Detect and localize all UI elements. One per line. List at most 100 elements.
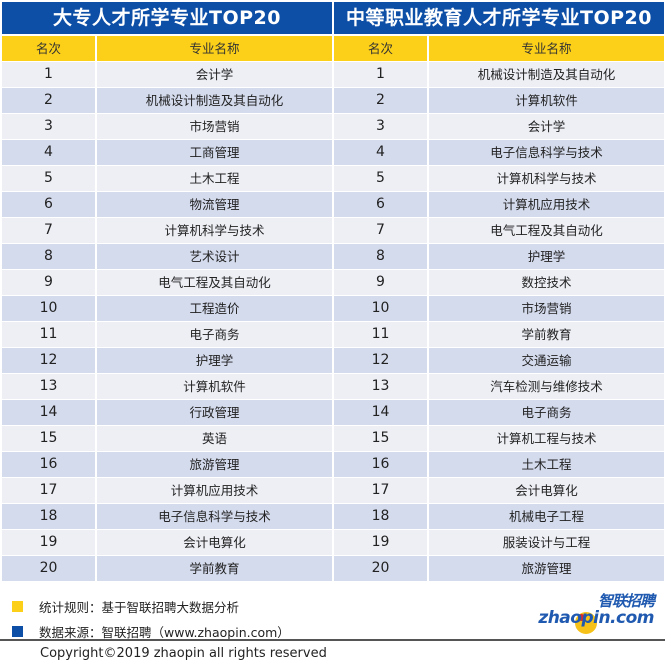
legend-item-rule: 统计规则：基于智联招聘大数据分析 bbox=[12, 597, 239, 616]
rank-cell: 1 bbox=[2, 62, 95, 87]
legend-text: 统计规则：基于智联招聘大数据分析 bbox=[39, 600, 240, 615]
table-row: 19 会计电算化 bbox=[2, 530, 332, 555]
rank-cell: 13 bbox=[334, 374, 427, 399]
major-cell: 旅游管理 bbox=[97, 452, 332, 477]
table-row: 19 服装设计与工程 bbox=[334, 530, 664, 555]
copyright-text: Copyright©2019 zhaopin all rights reserv… bbox=[40, 646, 327, 661]
rank-cell: 4 bbox=[2, 140, 95, 165]
table-row: 20 旅游管理 bbox=[334, 556, 664, 581]
rank-cell: 8 bbox=[334, 244, 427, 269]
right-table-title: 中等职业教育人才所学专业TOP20 bbox=[334, 2, 664, 34]
major-cell: 机械设计制造及其自动化 bbox=[97, 88, 332, 113]
major-cell: 学前教育 bbox=[429, 322, 664, 347]
table-row: 2 计算机软件 bbox=[334, 88, 664, 113]
table-row: 20 学前教育 bbox=[2, 556, 332, 581]
rank-cell: 17 bbox=[334, 478, 427, 503]
major-cell: 护理学 bbox=[97, 348, 332, 373]
table-row: 13 汽车检测与维修技术 bbox=[334, 374, 664, 399]
major-cell: 机械电子工程 bbox=[429, 504, 664, 529]
yellow-square-icon bbox=[12, 601, 23, 612]
left-table-header-row: 名次 专业名称 bbox=[2, 36, 332, 61]
table-row: 7 计算机科学与技术 bbox=[2, 218, 332, 243]
major-cell: 学前教育 bbox=[97, 556, 332, 581]
table-row: 2 机械设计制造及其自动化 bbox=[2, 88, 332, 113]
major-cell: 计算机应用技术 bbox=[429, 192, 664, 217]
rank-cell: 10 bbox=[334, 296, 427, 321]
rank-cell: 9 bbox=[2, 270, 95, 295]
table-row: 3 市场营销 bbox=[2, 114, 332, 139]
major-cell: 计算机软件 bbox=[429, 88, 664, 113]
table-row: 16 土木工程 bbox=[334, 452, 664, 477]
rank-cell: 2 bbox=[334, 88, 427, 113]
rank-cell: 20 bbox=[334, 556, 427, 581]
rank-cell: 14 bbox=[2, 400, 95, 425]
right-table: 中等职业教育人才所学专业TOP20 名次 专业名称 1 机械设计制造及其自动化 2 计… bbox=[334, 2, 664, 581]
major-cell: 会计学 bbox=[429, 114, 664, 139]
table-row: 18 机械电子工程 bbox=[334, 504, 664, 529]
major-cell: 物流管理 bbox=[97, 192, 332, 217]
rank-cell: 5 bbox=[334, 166, 427, 191]
major-cell: 护理学 bbox=[429, 244, 664, 269]
rank-cell: 18 bbox=[2, 504, 95, 529]
legend-item-source: 数据来源：智联招聘（www.zhaopin.com） bbox=[12, 622, 290, 641]
major-cell: 土木工程 bbox=[97, 166, 332, 191]
header-major: 专业名称 bbox=[429, 36, 664, 61]
table-row: 4 电子信息科学与技术 bbox=[334, 140, 664, 165]
major-cell: 计算机应用技术 bbox=[97, 478, 332, 503]
table-row: 9 数控技术 bbox=[334, 270, 664, 295]
rank-cell: 15 bbox=[334, 426, 427, 451]
rank-cell: 20 bbox=[2, 556, 95, 581]
major-cell: 计算机科学与技术 bbox=[97, 218, 332, 243]
table-row: 16 旅游管理 bbox=[2, 452, 332, 477]
rank-cell: 19 bbox=[334, 530, 427, 555]
rank-cell: 5 bbox=[2, 166, 95, 191]
rank-cell: 12 bbox=[334, 348, 427, 373]
zhaopin-logo: 智联招聘 zhaopin.com bbox=[538, 590, 660, 636]
table-row: 8 护理学 bbox=[334, 244, 664, 269]
major-cell: 交通运输 bbox=[429, 348, 664, 373]
rank-cell: 11 bbox=[2, 322, 95, 347]
major-cell: 电气工程及其自动化 bbox=[429, 218, 664, 243]
rank-cell: 16 bbox=[334, 452, 427, 477]
rank-cell: 9 bbox=[334, 270, 427, 295]
rank-cell: 15 bbox=[2, 426, 95, 451]
major-cell: 工程造价 bbox=[97, 296, 332, 321]
header-major: 专业名称 bbox=[97, 36, 332, 61]
table-row: 10 工程造价 bbox=[2, 296, 332, 321]
major-cell: 电子商务 bbox=[429, 400, 664, 425]
table-row: 18 电子信息科学与技术 bbox=[2, 504, 332, 529]
major-cell: 会计电算化 bbox=[97, 530, 332, 555]
legend-text: 数据来源：智联招聘（www.zhaopin.com） bbox=[39, 625, 290, 640]
table-row: 1 机械设计制造及其自动化 bbox=[334, 62, 664, 87]
table-row: 4 工商管理 bbox=[2, 140, 332, 165]
table-row: 8 艺术设计 bbox=[2, 244, 332, 269]
table-row: 5 计算机科学与技术 bbox=[334, 166, 664, 191]
major-cell: 电子商务 bbox=[97, 322, 332, 347]
rank-cell: 7 bbox=[2, 218, 95, 243]
table-row: 10 市场营销 bbox=[334, 296, 664, 321]
header-rank: 名次 bbox=[334, 36, 427, 61]
table-row: 14 行政管理 bbox=[2, 400, 332, 425]
major-cell: 土木工程 bbox=[429, 452, 664, 477]
right-table-body: 1 机械设计制造及其自动化 2 计算机软件 3 会计学 4 电子信息科学与技术 5 计算机科学与技… bbox=[334, 62, 664, 581]
header-rank: 名次 bbox=[2, 36, 95, 61]
major-cell: 会计电算化 bbox=[429, 478, 664, 503]
major-cell: 电子信息科学与技术 bbox=[429, 140, 664, 165]
rank-cell: 12 bbox=[2, 348, 95, 373]
rank-cell: 19 bbox=[2, 530, 95, 555]
table-row: 17 会计电算化 bbox=[334, 478, 664, 503]
left-table: 大专人才所学专业TOP20 名次 专业名称 1 会计学 2 机械设计制造及其自动化 3 市… bbox=[2, 2, 332, 581]
rank-cell: 4 bbox=[334, 140, 427, 165]
major-cell: 机械设计制造及其自动化 bbox=[429, 62, 664, 87]
major-cell: 旅游管理 bbox=[429, 556, 664, 581]
right-table-header-row: 名次 专业名称 bbox=[334, 36, 664, 61]
rank-cell: 18 bbox=[334, 504, 427, 529]
major-cell: 艺术设计 bbox=[97, 244, 332, 269]
rank-cell: 11 bbox=[334, 322, 427, 347]
table-row: 9 电气工程及其自动化 bbox=[2, 270, 332, 295]
major-cell: 会计学 bbox=[97, 62, 332, 87]
table-row: 11 电子商务 bbox=[2, 322, 332, 347]
major-cell: 汽车检测与维修技术 bbox=[429, 374, 664, 399]
table-row: 15 英语 bbox=[2, 426, 332, 451]
table-row: 12 护理学 bbox=[2, 348, 332, 373]
